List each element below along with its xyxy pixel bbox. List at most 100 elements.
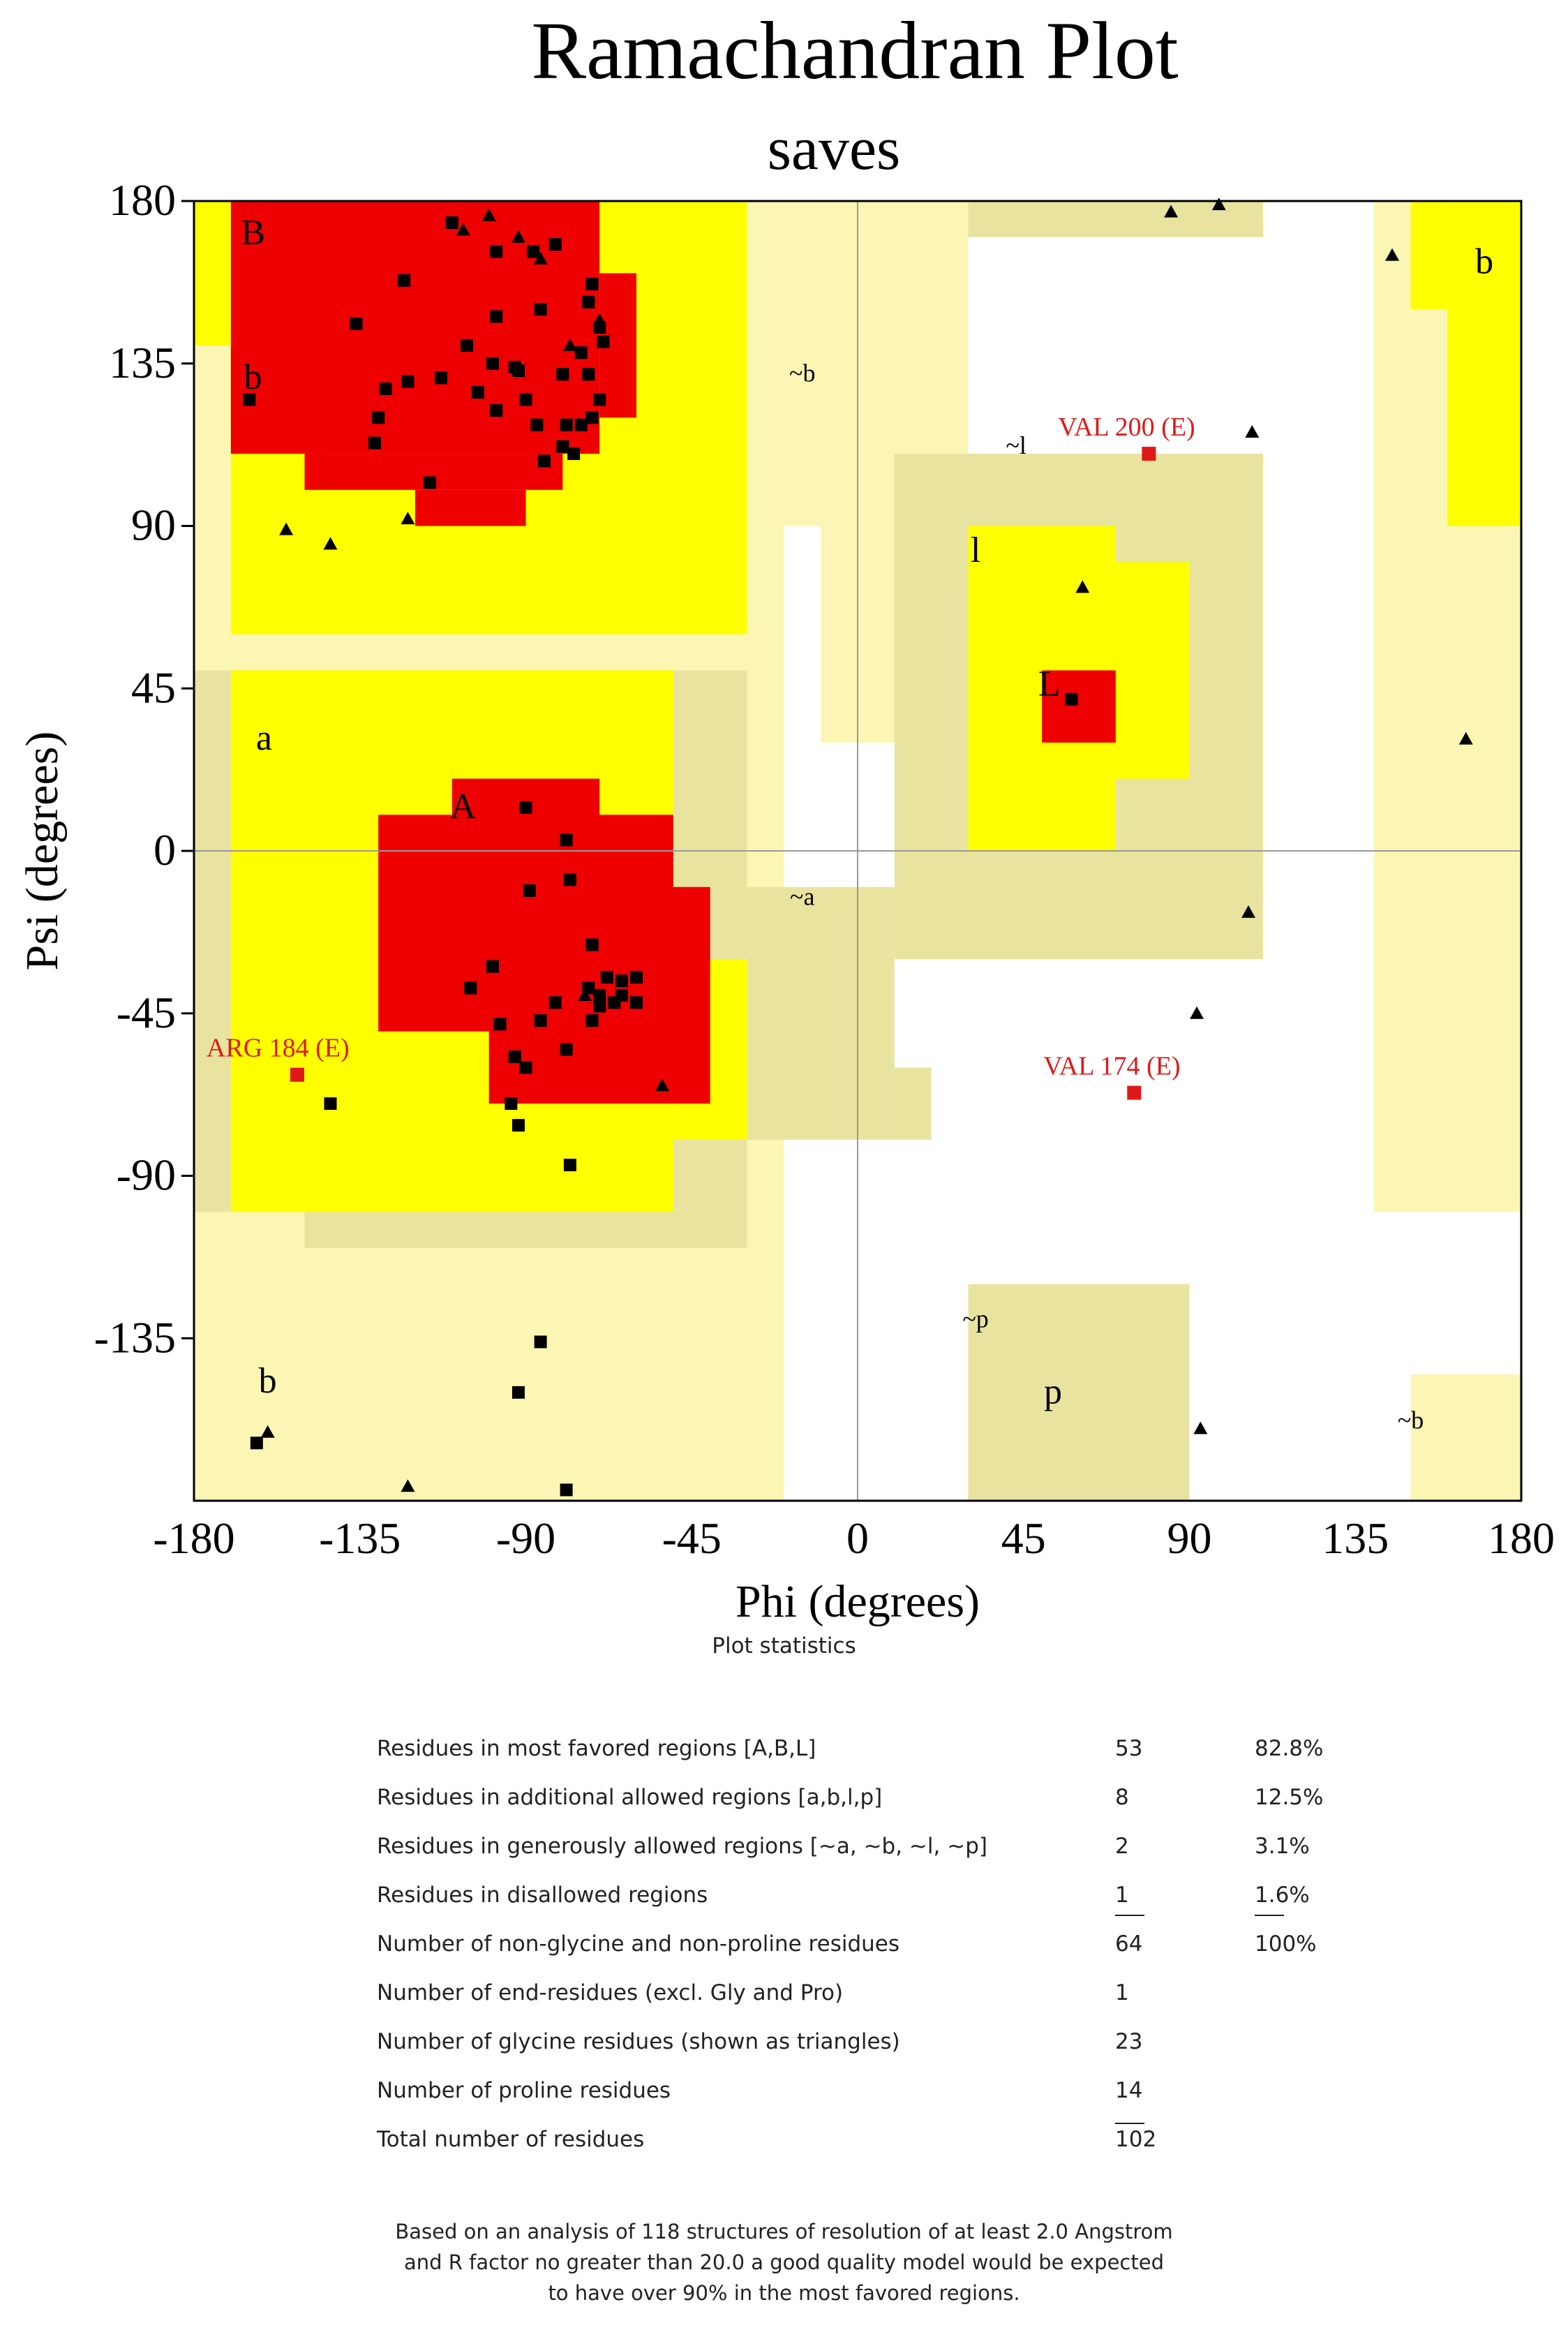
region-label: b [259, 1361, 277, 1401]
generous-region [968, 1284, 1190, 1501]
residue-point [519, 393, 532, 406]
allowed-region [1410, 201, 1448, 310]
region-label: ~a [790, 883, 814, 911]
stats-count: 64 [1115, 1931, 1143, 1957]
residue-point [243, 393, 256, 406]
glycine-point [1211, 198, 1226, 211]
x-tick-label: -90 [496, 1513, 555, 1563]
residue-point [574, 418, 588, 431]
residue-point [493, 1018, 507, 1031]
stats-count: 102 [1115, 2123, 1157, 2152]
glycine-point [533, 251, 548, 265]
glycine-point [456, 223, 470, 236]
generous-region [784, 201, 821, 526]
core-region [415, 489, 526, 526]
region-label: ~l [1006, 431, 1026, 459]
residue-point [593, 393, 606, 406]
residue-point [1065, 692, 1078, 706]
stats-percent [1255, 2017, 1394, 2066]
stats-count: 14 [1115, 2078, 1143, 2103]
residue-point [512, 1119, 525, 1132]
residue-point [556, 440, 569, 453]
stats-label: Residues in most favored regions [A,B,L] [377, 1736, 816, 1761]
stats-label: Number of end-residues (excl. Gly and Pr… [377, 1980, 844, 2005]
stats-percent [1255, 2115, 1394, 2164]
x-tick-label: 180 [1488, 1513, 1555, 1563]
region-label: ~b [789, 359, 815, 387]
residue-point [324, 1097, 337, 1111]
residue-point [372, 411, 385, 424]
stats-percent: 82.8% [1255, 1736, 1324, 1761]
allowed-region [1447, 201, 1521, 526]
region-label: l [971, 530, 980, 570]
glycine-point [401, 1479, 415, 1492]
residue-point [560, 418, 573, 431]
glycine-point [1245, 425, 1260, 438]
glycine-point [1385, 248, 1400, 261]
outlier-label: ARG 184 (E) [207, 1034, 350, 1063]
residue-point [519, 1061, 532, 1074]
x-axis-ticks: -180 -135 -90 -45 0 45 90 135 180 [153, 1513, 1555, 1563]
stats-percent: 12.5% [1255, 1785, 1324, 1810]
glycine-point [1241, 905, 1256, 918]
stats-table: Residues in most favored regions [A,B,L]… [377, 1724, 1394, 2164]
allowed-region [1115, 562, 1190, 779]
stats-label: Residues in additional allowed regions [… [377, 1785, 883, 1810]
residue-point [505, 1097, 518, 1111]
residue-point [508, 1050, 521, 1063]
residue-point [434, 371, 447, 385]
stats-count: 53 [1115, 1736, 1143, 1761]
footnote-line: and R factor no greater than 20.0 a good… [404, 2250, 1164, 2274]
stats-count: 1 [1115, 1883, 1144, 1916]
residue-point [556, 368, 569, 381]
glycine-point [1164, 205, 1179, 218]
stats-row: Number of proline residues 14 [377, 2066, 1394, 2115]
residue-point [560, 1483, 573, 1497]
residue-point [597, 335, 610, 348]
residue-point [615, 974, 628, 988]
residue-point [486, 357, 499, 370]
residue-point [401, 375, 415, 388]
glycine-point [1075, 580, 1090, 593]
outlier-point [1142, 447, 1156, 461]
glycine-point [578, 988, 592, 1001]
residue-point [534, 303, 547, 316]
stats-label: Total number of residues [377, 2127, 645, 2152]
glycine-point [481, 208, 496, 221]
residue-point [534, 1014, 547, 1027]
residue-point [560, 1043, 573, 1056]
stats-row: Number of glycine residues (shown as tri… [377, 2017, 1394, 2066]
y-tick-label: 90 [131, 500, 176, 550]
y-tick-label: -90 [117, 1150, 176, 1200]
residue-point [368, 436, 381, 450]
glycine-point [279, 522, 294, 535]
x-axis-label: Phi (degrees) [736, 1576, 980, 1626]
outlier-label: VAL 200 (E) [1058, 413, 1195, 442]
x-tick-label: 45 [1001, 1513, 1046, 1563]
y-tick-label: -135 [94, 1312, 176, 1362]
stats-caption: Plot statistics [712, 1633, 856, 1659]
residue-point [445, 216, 458, 230]
chart-title: Ramachandran Plot [531, 5, 1179, 96]
y-tick-label: 135 [109, 338, 176, 387]
region-labels: Bb Aa L ~b ~a ~l ~p p l b ~b b [241, 213, 1493, 1434]
stats-row: Total number of residues 102 [377, 2115, 1394, 2164]
residue-point [582, 295, 595, 309]
footnote-line: to have over 90% in the most favored reg… [548, 2281, 1020, 2305]
glycine-point [655, 1078, 669, 1092]
region-label: L [1038, 665, 1061, 704]
residue-point [582, 368, 595, 381]
residue-point [615, 988, 628, 1002]
core-region [1042, 670, 1116, 743]
stats-row: Number of non-glycine and non-proline re… [377, 1920, 1394, 1968]
region-label: a [256, 718, 272, 758]
stats-row: Residues in generously allowed regions [… [377, 1822, 1394, 1871]
residue-point [512, 364, 525, 378]
region-label: b [1475, 242, 1493, 281]
residue-point [527, 245, 540, 258]
stats-label: Residues in generously allowed regions [… [377, 1834, 987, 1859]
residue-point [512, 1386, 525, 1399]
residue-point [567, 447, 581, 461]
stats-percent: 1.6% [1255, 1883, 1310, 1916]
glycine-point [562, 338, 577, 351]
